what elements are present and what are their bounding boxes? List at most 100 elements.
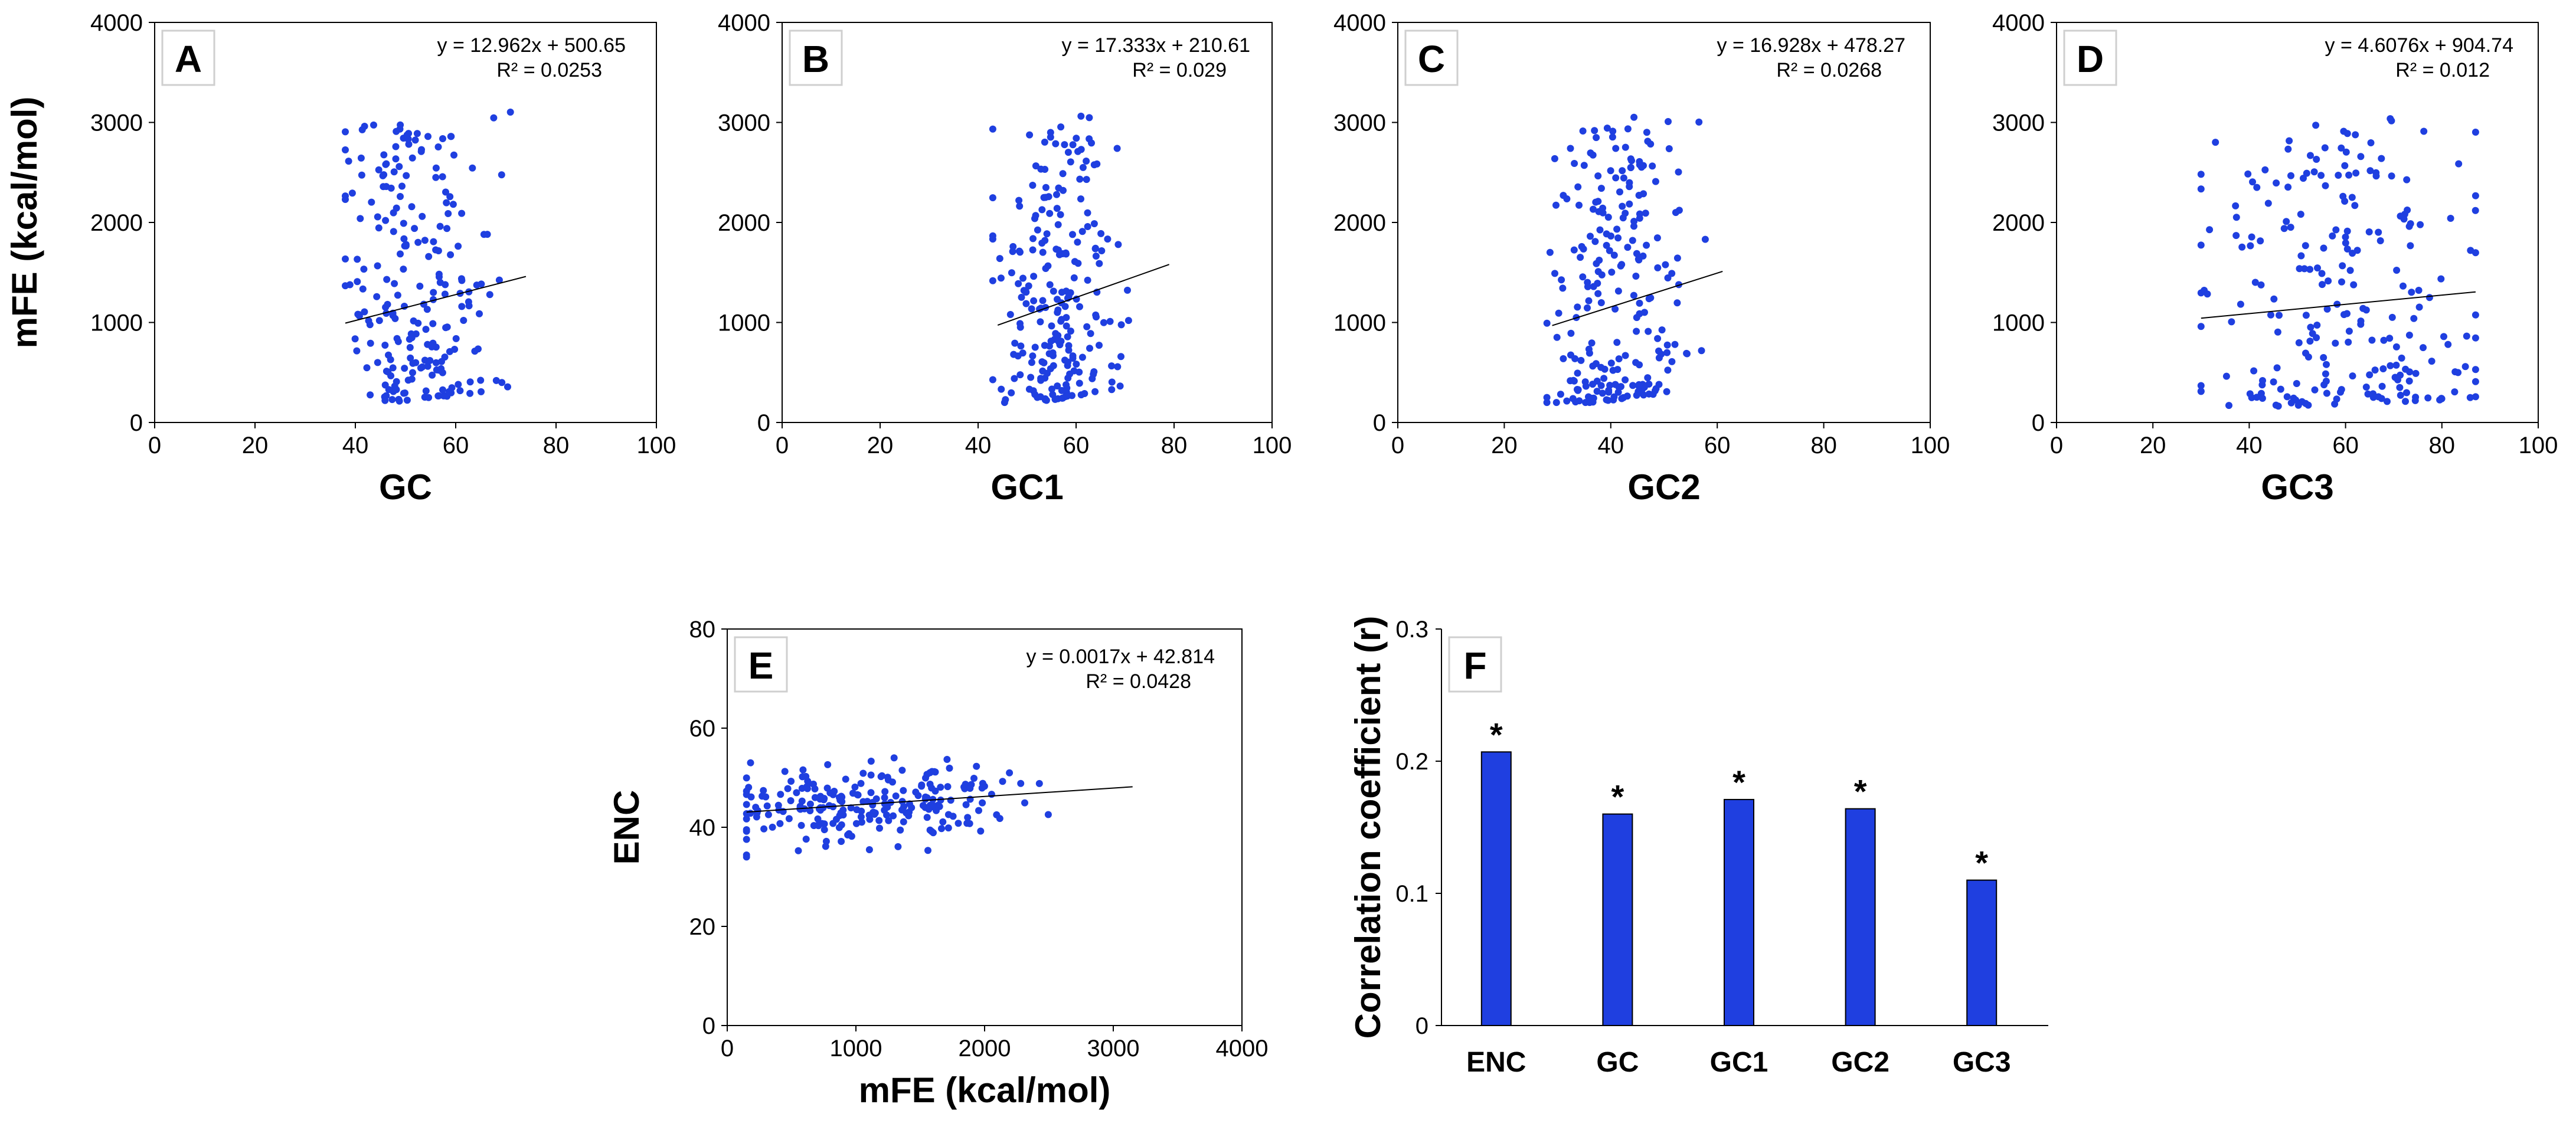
- data-point: [2296, 265, 2303, 273]
- category-label: GC1: [1710, 1047, 1768, 1078]
- data-point: [2293, 380, 2300, 387]
- y-tick-label: 2000: [718, 210, 770, 236]
- data-point: [2304, 401, 2312, 409]
- x-tick-label: 2000: [959, 1036, 1011, 1062]
- data-point: [1069, 231, 1076, 238]
- data-point: [1084, 209, 1091, 217]
- data-point: [2248, 233, 2255, 241]
- data-point: [455, 243, 462, 250]
- data-point: [439, 135, 446, 142]
- data-point: [498, 171, 505, 179]
- data-point: [436, 273, 443, 281]
- data-point: [2197, 171, 2205, 178]
- data-point: [345, 158, 352, 165]
- data-point: [1076, 175, 1084, 183]
- data-point: [1038, 206, 1046, 214]
- data-point: [443, 225, 451, 232]
- data-point: [460, 317, 468, 324]
- data-point: [1037, 393, 1044, 401]
- data-point: [1629, 382, 1637, 389]
- data-point: [2362, 384, 2370, 391]
- data-point: [1054, 382, 1061, 390]
- data-point: [1614, 234, 1622, 242]
- data-point: [1018, 293, 1025, 301]
- data-point: [1579, 273, 1587, 281]
- plot-frame: [782, 22, 1273, 423]
- data-point: [881, 788, 889, 795]
- data-point: [989, 277, 996, 284]
- data-point: [417, 148, 425, 155]
- y-tick-label: 1000: [90, 310, 143, 336]
- data-point: [382, 217, 390, 224]
- data-point: [1551, 270, 1558, 277]
- data-point: [441, 353, 449, 361]
- data-point: [2472, 393, 2479, 401]
- data-point: [858, 807, 865, 815]
- data-point: [2380, 336, 2388, 344]
- data-point: [1041, 342, 1048, 349]
- data-point: [2472, 129, 2479, 136]
- data-point: [1058, 386, 1065, 394]
- data-point: [495, 276, 503, 284]
- data-point: [1040, 194, 1048, 201]
- data-point: [2366, 167, 2374, 175]
- y-tick-label: 4000: [1333, 10, 1386, 36]
- data-point: [407, 354, 414, 362]
- y-tick-label: 40: [689, 815, 716, 841]
- data-point: [1603, 241, 1610, 249]
- data-point: [1091, 244, 1099, 252]
- data-point: [923, 794, 931, 801]
- data-point: [1009, 248, 1016, 255]
- data-point: [400, 266, 407, 273]
- data-point: [2332, 226, 2340, 234]
- data-point: [391, 280, 398, 287]
- data-point: [2319, 281, 2326, 289]
- data-point: [2333, 300, 2341, 308]
- data-point: [2352, 131, 2359, 139]
- panel-f: 0 0.1 0.2 0.3 * ENC * GC * GC1 * GC2 * GC3 Correlation…: [1348, 616, 2048, 1078]
- data-point: [354, 278, 361, 286]
- data-point: [2318, 270, 2326, 277]
- data-point: [357, 154, 365, 162]
- data-point: [1083, 176, 1090, 184]
- data-point: [2204, 290, 2211, 298]
- data-point: [2447, 215, 2454, 222]
- data-point: [2408, 289, 2415, 296]
- data-point: [1622, 376, 1629, 384]
- data-point: [1546, 248, 1554, 256]
- data-point: [881, 800, 888, 808]
- x-tick-label: 40: [1598, 433, 1624, 458]
- data-point: [447, 251, 455, 258]
- y-tick-label: 0: [702, 1013, 715, 1039]
- data-point: [424, 133, 431, 140]
- data-point: [1077, 112, 1085, 120]
- data-point: [878, 772, 886, 779]
- data-point: [2444, 340, 2452, 348]
- data-point: [1594, 172, 1602, 180]
- y-tick-label: 0.1: [1395, 881, 1428, 907]
- data-point: [368, 198, 375, 206]
- data-point: [2264, 199, 2272, 207]
- data-point: [1619, 202, 1626, 210]
- data-point: [1057, 123, 1065, 131]
- data-point: [387, 356, 394, 363]
- data-point: [1063, 250, 1070, 258]
- data-point: [2425, 294, 2433, 302]
- data-point: [2369, 390, 2377, 398]
- data-point: [2393, 267, 2401, 274]
- data-point: [354, 255, 361, 263]
- x-tick-label: 40: [342, 433, 369, 458]
- data-point: [1654, 335, 1662, 342]
- data-point: [2388, 117, 2395, 125]
- data-point: [2404, 207, 2411, 214]
- data-point: [885, 817, 893, 824]
- data-point: [1058, 289, 1065, 296]
- data-point: [2310, 168, 2318, 176]
- data-point: [1064, 392, 1071, 400]
- x-tick-label: 20: [242, 433, 269, 458]
- data-point: [1572, 398, 1580, 406]
- data-point: [831, 788, 838, 795]
- data-point: [1594, 268, 1602, 276]
- data-point: [1630, 218, 1638, 225]
- data-point: [933, 807, 940, 814]
